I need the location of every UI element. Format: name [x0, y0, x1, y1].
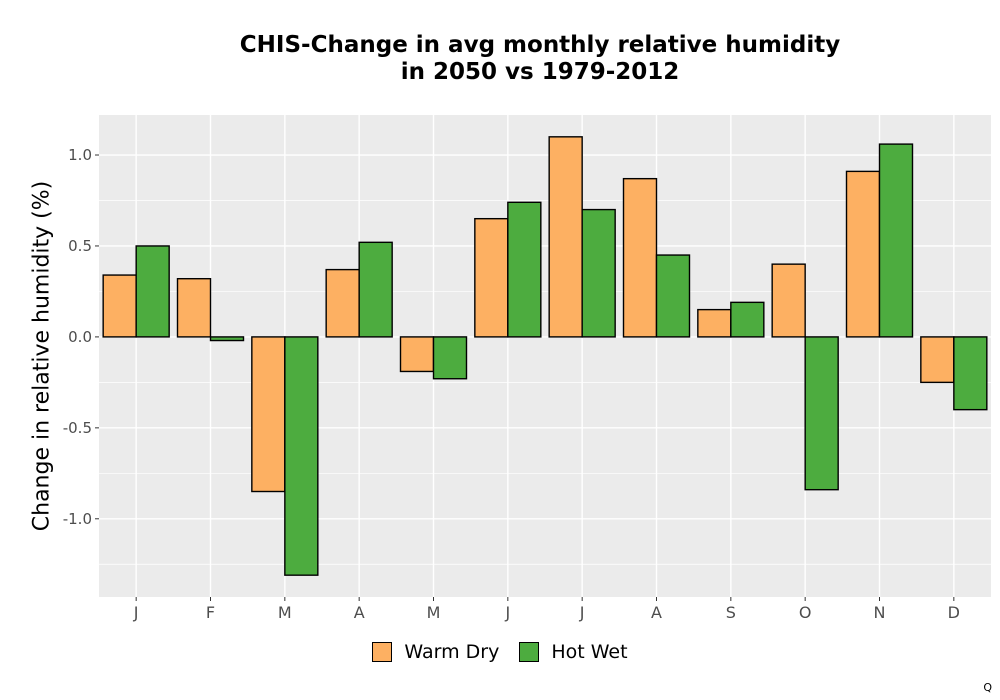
- x-tick-label: S: [726, 603, 736, 622]
- chart-title-line-2: in 2050 vs 1979-2012: [400, 59, 680, 85]
- chart-title-line-1: CHIS-Change in avg monthly relative humi…: [239, 32, 841, 58]
- bar-hot-wet-4: [432, 336, 468, 380]
- bar-warm-dry-8: [697, 308, 732, 338]
- legend-key-hot-wet: [519, 642, 540, 662]
- legend-item-hot-wet: Hot Wet: [519, 641, 628, 663]
- y-tick-label: -1.0: [63, 510, 92, 528]
- bar-warm-dry-2: [251, 336, 286, 493]
- bar-hot-wet-9: [804, 336, 839, 491]
- x-tick-label: O: [799, 603, 812, 622]
- x-tick-label: N: [874, 603, 886, 622]
- legend-item-warm-dry: Warm Dry: [372, 641, 499, 663]
- bar-warm-dry-1: [176, 277, 212, 338]
- bar-warm-dry-5: [474, 217, 509, 338]
- legend-key-warm-dry: [372, 642, 393, 662]
- legend-label-warm-dry: Warm Dry: [404, 641, 500, 663]
- x-tick-label: J: [504, 603, 510, 622]
- legend-label-hot-wet: Hot Wet: [551, 641, 628, 663]
- bar-warm-dry-7: [622, 177, 658, 338]
- bar-warm-dry-0: [102, 274, 137, 338]
- x-tick-label: J: [579, 603, 585, 622]
- bar-hot-wet-1: [209, 336, 245, 342]
- y-tick-label: 0.5: [68, 237, 92, 255]
- y-tick-label: 1.0: [68, 146, 92, 164]
- bar-hot-wet-0: [135, 245, 170, 338]
- y-axis-title: Change in relative humidity (%): [30, 181, 55, 531]
- corner-mark: Q: [983, 681, 992, 694]
- x-tick-label: M: [278, 603, 292, 622]
- x-tick-label: A: [354, 603, 365, 622]
- bar-warm-dry-6: [548, 136, 583, 338]
- bars: [102, 136, 988, 576]
- bar-warm-dry-9: [771, 263, 806, 338]
- axes: -1.0 -0.5 0.0 0.5 1.0 J F M A M J J A S O N D: [63, 146, 960, 622]
- legend: Warm Dry Hot Wet: [0, 641, 1000, 663]
- bar-hot-wet-6: [581, 208, 616, 338]
- plot-panel: [99, 115, 991, 597]
- bar-warm-dry-10: [845, 170, 881, 338]
- chart-title: CHIS-Change in avg monthly relative humi…: [100, 32, 980, 86]
- x-tick-label: F: [206, 603, 215, 622]
- bar-hot-wet-2: [284, 336, 319, 576]
- bar-warm-dry-3: [325, 268, 360, 338]
- x-tick-label: A: [651, 603, 662, 622]
- bar-hot-wet-11: [953, 336, 988, 411]
- bar-hot-wet-8: [730, 301, 765, 338]
- bar-hot-wet-10: [878, 143, 914, 338]
- x-tick-label: M: [427, 603, 441, 622]
- bar-hot-wet-7: [655, 254, 691, 338]
- x-tick-label: D: [948, 603, 960, 622]
- y-tick-label: -0.5: [63, 419, 92, 437]
- x-tick-label: J: [133, 603, 139, 622]
- bar-warm-dry-11: [920, 336, 955, 384]
- bar-hot-wet-3: [358, 241, 393, 338]
- y-tick-label: 0.0: [68, 328, 92, 346]
- bar-warm-dry-4: [399, 336, 435, 373]
- bar-hot-wet-5: [507, 201, 542, 338]
